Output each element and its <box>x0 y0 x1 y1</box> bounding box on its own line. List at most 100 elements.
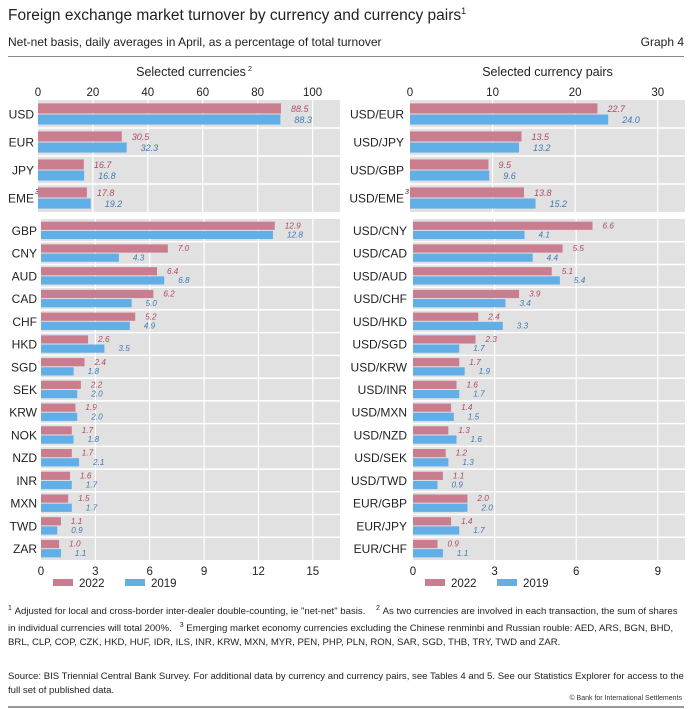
data-label-2022: 16.7 <box>94 160 113 170</box>
bar-2019 <box>41 412 78 421</box>
data-label-2022: 22.7 <box>606 104 626 114</box>
data-label-2022: 1.9 <box>85 403 97 412</box>
category-label: HKD <box>12 338 38 352</box>
data-label-2019: 1.9 <box>479 367 491 376</box>
category-label: EUR/JPY <box>356 519 407 533</box>
data-label-2022: 1.6 <box>467 381 479 390</box>
footer-divider <box>8 706 684 708</box>
bar-2019 <box>413 367 465 376</box>
axis-tick-label: 3 <box>92 566 98 578</box>
axis-tick-label: 6 <box>573 566 579 578</box>
category-label: NOK <box>11 428 37 442</box>
bar-2019 <box>413 299 506 308</box>
data-label-2019: 4.3 <box>133 253 145 262</box>
panel-title: Selected currency pairs <box>482 65 613 79</box>
bar-2022 <box>38 159 84 170</box>
data-label-2022: 1.7 <box>82 449 94 458</box>
bar-2022 <box>413 449 446 458</box>
chart-subtitle: Net-net basis, daily averages in April, … <box>8 35 382 49</box>
bar-2019 <box>38 170 85 181</box>
category-label: USD/MXN <box>352 406 407 420</box>
plot-background-3 <box>413 219 685 560</box>
bar-2022 <box>41 358 85 367</box>
category-label: USD/CAD <box>353 247 407 261</box>
bar-2022 <box>413 494 468 503</box>
data-label-2019: 0.9 <box>451 481 463 490</box>
bar-2019 <box>413 230 525 240</box>
category-label: SEK <box>13 383 37 397</box>
bar-2022 <box>413 426 449 435</box>
legend-label-2019: 2019 <box>151 578 177 590</box>
data-label-2022: 1.0 <box>69 540 81 549</box>
data-label-2019: 19.2 <box>105 199 123 209</box>
data-label-2019: 0.9 <box>71 526 83 535</box>
bar-2022 <box>413 267 552 276</box>
bar-2022 <box>413 517 452 526</box>
bar-2022 <box>410 103 598 114</box>
category-label: AUD <box>12 269 38 283</box>
bar-2022 <box>413 471 443 480</box>
bar-2019 <box>41 276 165 285</box>
title-footnote-mark: 1 <box>461 6 467 16</box>
bar-2022 <box>410 187 524 198</box>
data-label-2019: 2.1 <box>92 458 104 467</box>
category-label: USD/GBP <box>350 164 404 178</box>
bar-2022 <box>413 539 438 549</box>
data-label-2019: 88.3 <box>294 115 312 125</box>
graph-number: Graph 4 <box>640 35 684 49</box>
data-label-2019: 1.1 <box>457 549 468 558</box>
data-label-2022: 6.4 <box>167 267 179 276</box>
bar-2022 <box>41 426 72 435</box>
data-label-2019: 2.0 <box>480 503 493 512</box>
data-label-2019: 1.6 <box>471 435 483 444</box>
axis-tick-label: 0 <box>410 566 416 578</box>
data-label-2019: 13.2 <box>533 143 551 153</box>
bar-2019 <box>41 458 80 467</box>
data-label-2022: 7.0 <box>178 244 190 253</box>
bar-2019 <box>413 526 460 535</box>
data-label-2019: 1.7 <box>86 481 98 490</box>
data-label-2019: 24.0 <box>621 115 640 125</box>
category-label: USD/NZD <box>354 428 408 442</box>
axis-tick-label: 3 <box>491 566 497 578</box>
category-label: EUR/GBP <box>353 497 407 511</box>
data-label-2022: 1.4 <box>461 517 473 526</box>
bar-2019 <box>41 435 74 444</box>
bar-2022 <box>410 131 522 142</box>
data-label-2022: 5.5 <box>573 244 585 253</box>
axis-tick-label: 100 <box>303 87 322 99</box>
data-label-2019: 3.5 <box>118 344 130 353</box>
bar-2022 <box>413 312 479 321</box>
data-label-2019: 5.4 <box>574 276 586 285</box>
copyright: © Bank for International Settlements <box>569 695 682 702</box>
bar-2019 <box>413 390 460 399</box>
category-label: USD/EUR <box>350 108 404 122</box>
bar-2022 <box>41 449 72 458</box>
category-label: USD/INR <box>358 383 408 397</box>
data-label-2022: 2.3 <box>485 335 498 344</box>
legend-swatch-2019 <box>497 579 517 586</box>
bar-2022 <box>41 539 60 549</box>
category-label: USD/JPY <box>353 136 404 150</box>
category-label: GBP <box>12 224 37 238</box>
data-label-2022: 2.4 <box>487 312 500 321</box>
legend-swatch-2022 <box>53 579 73 586</box>
header-divider <box>8 56 684 57</box>
bar-2022 <box>38 103 281 114</box>
bar-2019 <box>41 390 78 399</box>
category-label: USD/EME <box>349 192 404 206</box>
category-label: NZD <box>12 451 37 465</box>
bar-2022 <box>41 517 61 526</box>
footnote-3: Emerging market economy currencies exclu… <box>8 623 674 649</box>
legend-label-2022: 2022 <box>451 578 477 590</box>
category-footnote-mark: 3 <box>405 189 409 196</box>
legend-swatch-2022 <box>425 579 445 586</box>
axis-tick-label: 40 <box>141 87 154 99</box>
data-label-2019: 4.1 <box>539 231 550 240</box>
category-footnote-mark: 3 <box>35 189 39 196</box>
bar-2019 <box>410 114 609 125</box>
data-label-2019: 2.0 <box>90 390 103 399</box>
legend-label-2019: 2019 <box>523 578 549 590</box>
data-label-2022: 1.1 <box>453 471 464 480</box>
data-label-2022: 2.4 <box>93 358 106 367</box>
